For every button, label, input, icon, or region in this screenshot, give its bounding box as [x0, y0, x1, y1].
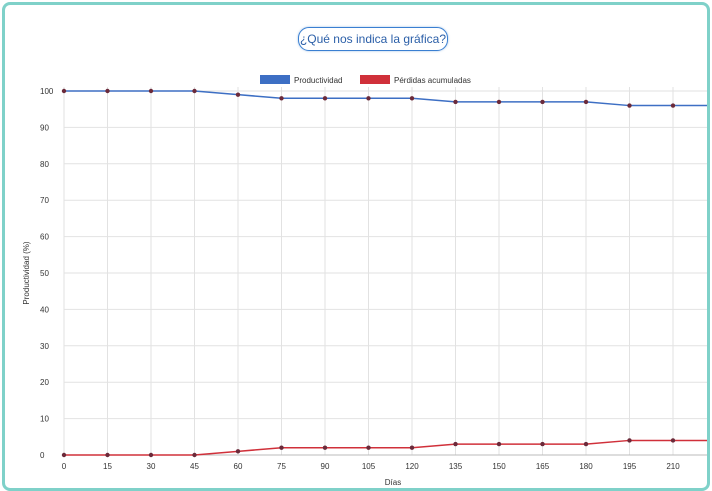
x-axis-label: Días: [385, 478, 401, 487]
legend-label: Pérdidas acumuladas: [394, 76, 471, 85]
y-tick-label: 40: [40, 305, 49, 314]
data-point: [61, 452, 67, 458]
data-point: [496, 99, 502, 105]
chart-legend: Productividad Pérdidas acumuladas: [260, 75, 471, 85]
x-tick-label: 30: [147, 462, 156, 471]
legend-swatch: [360, 75, 390, 84]
y-tick-label: 100: [40, 87, 54, 96]
line-chart: 0 10 20 30 40 50 60 70 80 90 100 0 15 30 45 60 75 90 105 12…: [22, 75, 707, 487]
x-tick-label: 60: [234, 462, 243, 471]
data-point: [366, 445, 371, 450]
x-tick-label: 75: [277, 462, 286, 471]
y-tick-label: 20: [40, 378, 49, 387]
x-tick-label: 45: [190, 462, 199, 471]
x-tick-label: 210: [666, 462, 680, 471]
data-point: [61, 88, 67, 94]
data-point: [453, 99, 458, 105]
x-tick-label: 150: [492, 462, 506, 471]
data-point: [409, 445, 415, 450]
data-point: [148, 88, 154, 94]
data-point: [540, 99, 545, 105]
x-tick-label: 165: [536, 462, 550, 471]
series-line-1: [64, 439, 707, 456]
x-tick-label: 15: [103, 462, 112, 471]
y-tick-label: 60: [40, 233, 49, 242]
x-tick-label: 0: [62, 462, 67, 471]
data-point: [627, 103, 632, 108]
data-point: [453, 441, 458, 447]
x-tick-label: 180: [579, 462, 593, 471]
y-tick-label: 80: [40, 160, 49, 169]
data-point: [235, 92, 241, 97]
y-tick-label: 70: [40, 196, 49, 205]
data-point: [627, 438, 632, 443]
x-tick-label: 90: [321, 462, 330, 471]
data-point: [366, 96, 371, 101]
data-point: [279, 445, 284, 450]
legend-swatch: [260, 75, 290, 84]
data-point: [670, 438, 676, 443]
data-point: [192, 452, 197, 458]
data-point: [148, 452, 154, 458]
data-point: [105, 88, 110, 94]
data-point: [192, 88, 197, 94]
data-point: [583, 441, 589, 447]
data-point: [670, 103, 676, 108]
legend-label: Productividad: [294, 76, 342, 85]
x-tick-label: 120: [405, 462, 419, 471]
data-point: [279, 96, 284, 101]
x-tick-label: 135: [449, 462, 463, 471]
y-tick-label: 0: [40, 451, 45, 460]
chart-help-button[interactable]: ¿Qué nos indica la gráfica?: [298, 27, 448, 51]
data-point: [540, 441, 545, 447]
chart-series: [61, 88, 707, 458]
x-tick-label: 195: [623, 462, 637, 471]
x-tick-label: 105: [362, 462, 376, 471]
data-point: [322, 96, 328, 101]
series-line-0: [64, 90, 707, 107]
y-tick-label: 30: [40, 342, 49, 351]
chart-axes: 0 10 20 30 40 50 60 70 80 90 100 0 15 30 45 60 75 90 105 12…: [40, 87, 707, 471]
data-point: [583, 99, 589, 105]
y-tick-label: 50: [40, 269, 49, 278]
data-point: [409, 96, 415, 101]
y-tick-label: 10: [40, 415, 49, 424]
data-point: [322, 445, 328, 450]
data-point: [496, 441, 502, 447]
data-point: [105, 452, 110, 458]
data-point: [235, 449, 241, 454]
chart-grid: [63, 87, 707, 456]
y-axis-label: Productividad (%): [22, 241, 31, 304]
y-tick-label: 90: [40, 123, 49, 132]
